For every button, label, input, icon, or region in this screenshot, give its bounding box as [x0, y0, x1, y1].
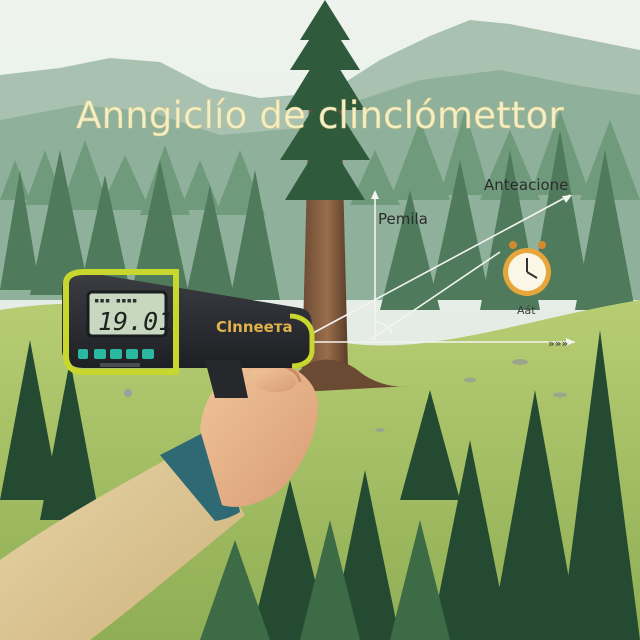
device-grip — [205, 360, 248, 398]
clinometer-device: ▪▪▪ ▪▪▪▪ 19.01 Clnneета — [62, 269, 315, 398]
display-value: 19.01 — [98, 307, 173, 336]
index-finger — [250, 369, 297, 392]
label-left: Pemila — [378, 210, 428, 228]
device-accent-band — [63, 269, 179, 375]
device-button-2[interactable] — [94, 349, 106, 359]
lanyard-ring — [124, 389, 132, 397]
sight-line-upper — [299, 194, 571, 341]
screen-header: ▪▪▪ ▪▪▪▪ — [94, 296, 137, 306]
angle-arc — [374, 321, 393, 335]
device-buttons — [78, 349, 154, 367]
foreground-forest-light — [200, 520, 450, 640]
device-button-4[interactable] — [126, 349, 138, 359]
page-title: Anngiclío de clinclómettor — [76, 94, 564, 137]
label-right: Anteacione — [484, 176, 568, 194]
clock-caption: Aát — [517, 304, 536, 317]
angle-diagram — [299, 192, 575, 343]
device-button-5[interactable] — [142, 349, 154, 359]
arrow-tag: »»» — [548, 337, 568, 350]
sleeve — [0, 440, 245, 640]
device-screen — [86, 290, 168, 338]
hand — [200, 361, 319, 507]
tall-pine-tree — [280, 0, 410, 392]
arrow-right-icon — [371, 190, 575, 346]
device-button-3[interactable] — [110, 349, 122, 359]
clock-icon — [503, 241, 551, 296]
device-brand: Clnneета — [216, 318, 293, 336]
sight-line-lower — [369, 251, 501, 341]
device-button-1[interactable] — [78, 349, 88, 359]
